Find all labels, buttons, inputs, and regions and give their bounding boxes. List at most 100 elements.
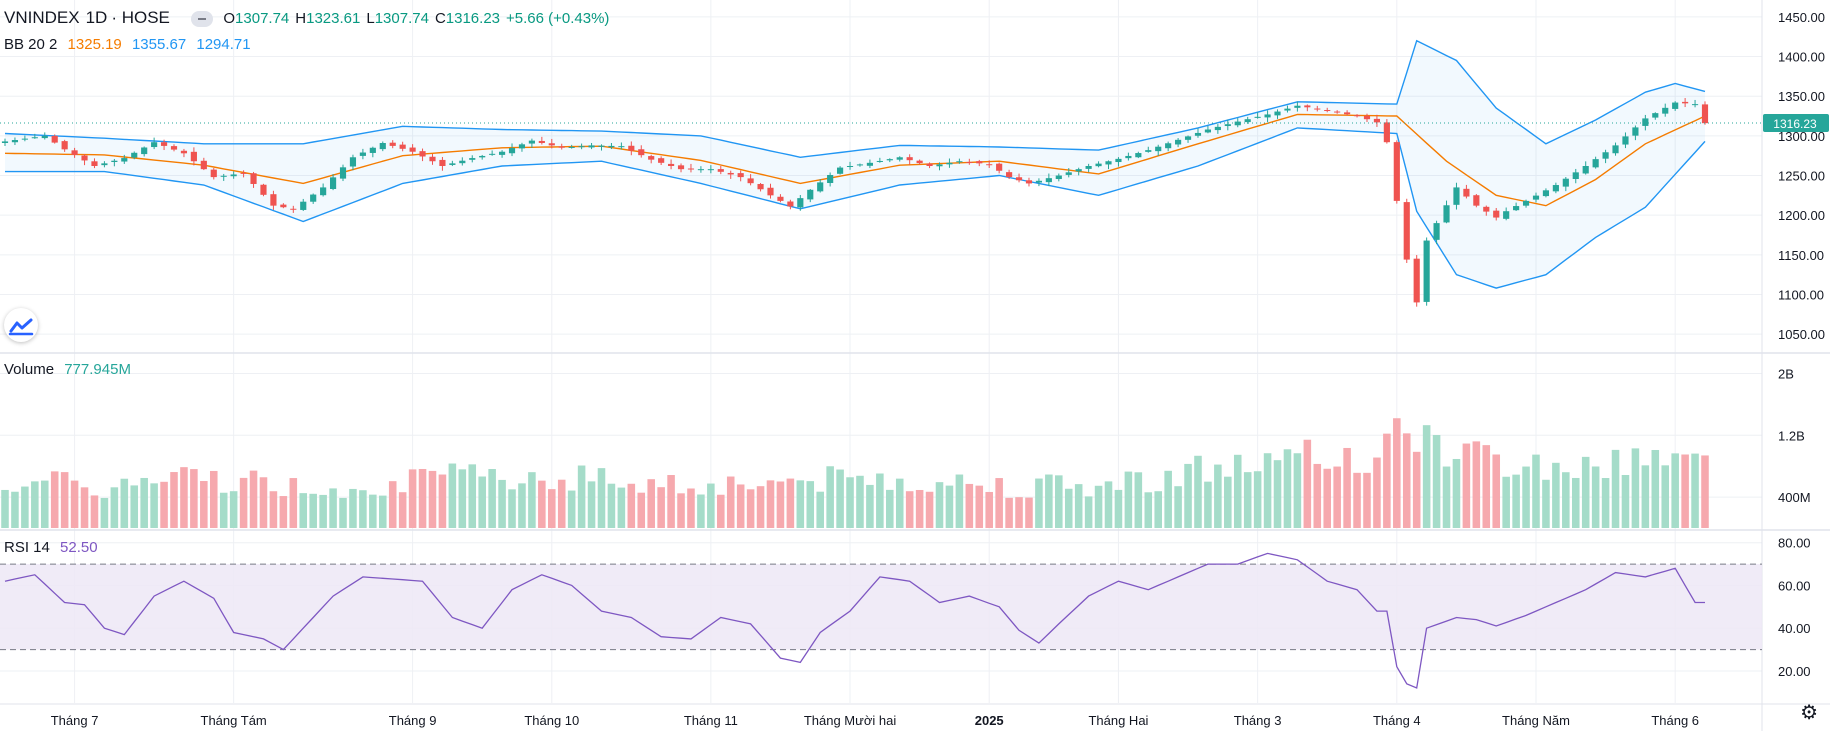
candle-body — [290, 208, 297, 210]
candle — [1582, 161, 1589, 175]
candle — [787, 199, 794, 210]
candle — [409, 144, 416, 155]
volume-bar — [319, 494, 327, 528]
volume-bar — [1283, 449, 1292, 528]
candle — [916, 159, 923, 165]
candle — [190, 147, 197, 166]
candle — [31, 133, 38, 139]
candle-body — [469, 158, 476, 160]
candle-body — [608, 145, 615, 148]
candle — [489, 150, 496, 156]
candle — [1672, 101, 1679, 111]
volume-bar — [627, 483, 636, 528]
volume-bar — [1422, 425, 1431, 528]
candle — [1015, 173, 1023, 183]
candle — [1572, 168, 1579, 184]
candle — [1204, 125, 1212, 134]
volume-bar — [637, 492, 646, 528]
candle-body — [1055, 175, 1062, 180]
candle — [1691, 99, 1699, 108]
candle-body — [389, 142, 396, 146]
interval-label[interactable]: 1D — [85, 8, 108, 27]
rsi-band-fill — [0, 564, 1762, 650]
candle-body — [807, 189, 814, 200]
candle — [141, 146, 148, 157]
candle — [459, 157, 466, 166]
bb-lower-value: 1294.71 — [196, 36, 251, 53]
candle-body — [1184, 136, 1192, 140]
candle-body — [1214, 126, 1221, 131]
rsi-legend[interactable]: RSI 14 52.50 — [4, 539, 104, 556]
time-tick-label: 2025 — [975, 713, 1004, 728]
candle — [996, 162, 1003, 174]
candle-body — [1294, 105, 1301, 108]
candle-body — [1254, 116, 1261, 118]
candle — [757, 183, 764, 192]
volume-bar — [1015, 497, 1023, 528]
volume-bar — [717, 494, 725, 528]
candle-body — [1691, 104, 1699, 106]
volume-bar — [1273, 460, 1282, 528]
candle — [359, 148, 366, 160]
candle — [21, 135, 28, 142]
candle — [658, 156, 665, 166]
candle-body — [1035, 180, 1042, 183]
candle-body — [1224, 124, 1231, 127]
volume-bar — [1611, 449, 1620, 528]
candle-body — [1006, 172, 1013, 178]
volume-bar — [1482, 445, 1491, 528]
volume-bar — [428, 470, 437, 528]
candle-body — [1204, 129, 1212, 133]
candle — [1473, 194, 1480, 208]
time-tick-label: Tháng 9 — [389, 713, 437, 728]
candle-body — [399, 144, 406, 149]
exchange-label: HOSE — [121, 8, 170, 27]
settings-gear-icon[interactable]: ⚙ — [1800, 702, 1818, 724]
volume-bar — [905, 491, 914, 528]
candle-body — [180, 150, 188, 154]
volume-bar — [756, 486, 765, 528]
candle-body — [687, 168, 695, 170]
candle-body — [588, 145, 595, 148]
candle-body — [916, 160, 923, 164]
volume-bar — [1174, 486, 1182, 528]
candle-body — [1304, 105, 1311, 108]
candle-body — [359, 152, 366, 156]
candle-body — [1, 141, 9, 143]
candle-body — [757, 183, 764, 190]
candle — [1105, 160, 1112, 170]
candle-body — [170, 146, 178, 150]
candle — [697, 166, 704, 173]
candle — [1175, 138, 1182, 148]
volume-bar — [1363, 472, 1371, 528]
candle-body — [1493, 210, 1500, 218]
candle — [379, 141, 386, 152]
volume-legend[interactable]: Volume 777.945M — [4, 361, 137, 378]
volume-bar — [418, 468, 427, 528]
volume-bar — [955, 474, 964, 528]
candle-body — [310, 194, 317, 202]
candle-body — [1413, 258, 1420, 303]
volume-bar — [1571, 477, 1580, 528]
candle-body — [558, 146, 565, 148]
time-tick-label: Tháng 4 — [1373, 713, 1421, 728]
candle — [121, 154, 128, 164]
candle-body — [210, 169, 217, 178]
bb-label: BB 20 2 — [4, 36, 58, 53]
bb-legend[interactable]: BB 20 2 1325.19 1355.67 1294.71 — [4, 36, 257, 53]
candle — [1642, 114, 1649, 131]
candle — [1284, 105, 1291, 113]
candle-body — [1662, 107, 1669, 114]
open-value: 1307.74 — [235, 10, 290, 27]
volume-bar — [597, 468, 606, 528]
candle-body — [1682, 101, 1689, 104]
candle-body — [767, 187, 774, 196]
candle — [707, 165, 714, 174]
candle — [1115, 157, 1122, 167]
symbol-name[interactable]: VNINDEX — [4, 8, 80, 27]
visibility-toggle-icon[interactable] — [190, 10, 213, 27]
tradingview-logo-icon[interactable] — [4, 308, 38, 342]
candle-body — [648, 156, 655, 160]
volume-bar — [31, 481, 39, 528]
